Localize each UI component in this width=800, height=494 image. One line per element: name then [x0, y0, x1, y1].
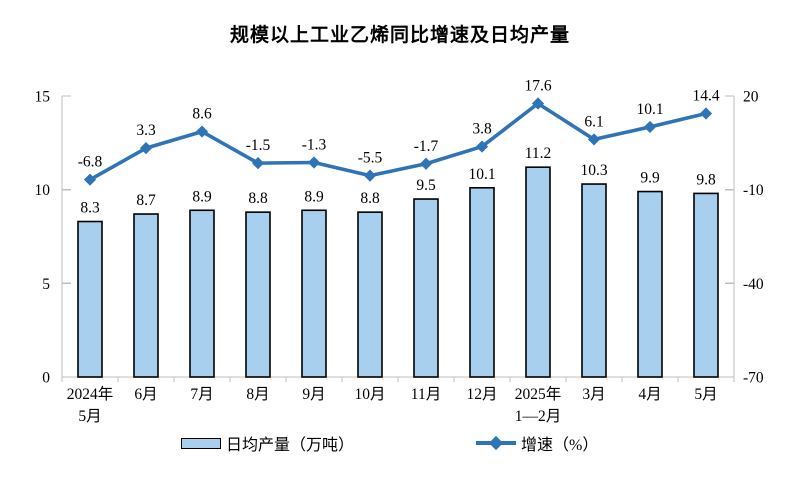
x-axis-label: 3月	[582, 386, 605, 403]
x-axis-label: 11月	[411, 386, 441, 403]
left-axis-tick-label: 0	[42, 370, 50, 387]
bar	[525, 166, 551, 378]
line-value-label: 14.4	[692, 87, 719, 104]
x-axis-label: 1—2月	[515, 408, 562, 425]
line-value-label: -6.8	[78, 154, 103, 171]
bar	[245, 211, 271, 378]
right-axis-tick-label: -10	[743, 182, 764, 199]
line-value-label: -1.5	[246, 137, 271, 154]
x-axis-label: 6月	[134, 386, 157, 403]
line-value-label: 3.3	[136, 122, 156, 139]
left-axis-tick-label: 10	[35, 182, 51, 199]
x-axis-label: 4月	[638, 386, 661, 403]
bar	[357, 211, 383, 378]
x-axis-label: 9月	[302, 386, 325, 403]
bar-value-label: 8.8	[248, 190, 268, 207]
diamond-marker-icon	[488, 435, 504, 451]
diamond-marker-icon	[251, 157, 265, 170]
x-axis-label: 12月	[466, 386, 497, 403]
x-axis-label: 5月	[694, 386, 717, 403]
bar-value-label: 8.9	[192, 188, 212, 205]
bar-value-label: 8.7	[136, 192, 156, 209]
diamond-marker-icon	[419, 157, 433, 170]
bar-value-label: 11.2	[525, 145, 552, 162]
legend-item-line: 增速（%）	[476, 433, 599, 454]
left-axis-tick-label: 15	[35, 89, 51, 106]
chart-title: 规模以上工业乙烯同比增速及日均产量	[229, 25, 570, 46]
legend-line-label: 增速（%）	[521, 437, 599, 454]
bar	[637, 190, 663, 378]
legend-item-bar: 日均产量（万吨）	[181, 433, 355, 454]
diamond-marker-icon	[195, 125, 209, 138]
x-axis-label: 2024年	[67, 385, 114, 403]
diamond-marker-icon	[139, 142, 153, 155]
right-axis-tick-label: 20	[743, 89, 759, 106]
x-axis-label: 5月	[78, 408, 101, 425]
right-axis-tick-label: -40	[743, 276, 764, 293]
bar-value-label: 9.5	[416, 177, 436, 194]
diamond-marker-icon	[643, 120, 657, 133]
line-swatch-icon	[476, 435, 516, 451]
bar	[301, 209, 327, 378]
line-value-label: -1.3	[302, 137, 327, 154]
bar-swatch-icon	[181, 437, 221, 449]
x-axis-label: 2025年	[515, 385, 562, 403]
diamond-marker-icon	[83, 173, 97, 186]
diamond-marker-icon	[307, 156, 321, 169]
bar	[133, 213, 159, 378]
x-axis-label: 7月	[190, 386, 213, 403]
bar	[469, 186, 495, 378]
bar-value-label: 8.9	[304, 188, 324, 205]
line-value-label: -5.5	[358, 150, 383, 167]
bar-value-label: 8.3	[80, 200, 100, 217]
bar-value-label: 9.8	[696, 171, 716, 188]
left-axis-tick-label: 5	[42, 276, 50, 293]
bar-value-label: 10.3	[580, 162, 607, 179]
bar	[581, 183, 607, 378]
right-axis-tick-label: -70	[743, 370, 764, 387]
bar	[693, 192, 719, 378]
line-value-label: 6.1	[584, 113, 603, 130]
x-axis-label: 10月	[354, 386, 385, 403]
line-value-label: 8.6	[192, 106, 212, 123]
line-value-label: -1.7	[414, 138, 439, 155]
growth-line	[89, 101, 707, 182]
line-value-label: 17.6	[524, 77, 551, 94]
x-axis-label: 8月	[246, 386, 269, 403]
bar-value-label: 8.8	[360, 190, 380, 207]
bar	[189, 209, 215, 378]
line-value-label: 10.1	[636, 101, 663, 118]
bar-value-label: 9.9	[640, 170, 660, 187]
diamond-marker-icon	[699, 107, 713, 120]
legend-bar-label: 日均产量（万吨）	[226, 437, 355, 454]
diamond-marker-icon	[363, 169, 377, 182]
bar-value-label: 10.1	[468, 166, 495, 183]
line-value-label: 3.8	[472, 121, 492, 138]
diamond-marker-icon	[475, 140, 489, 153]
bar	[77, 220, 103, 378]
bar	[413, 198, 439, 378]
